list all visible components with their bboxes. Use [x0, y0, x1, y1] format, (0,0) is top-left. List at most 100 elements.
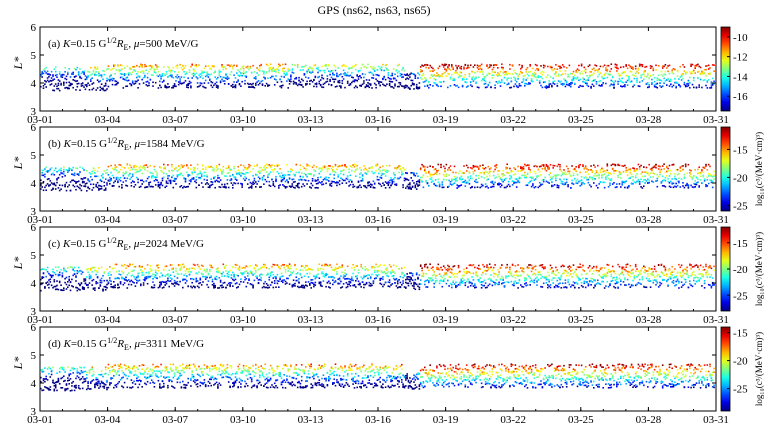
- data-point: [383, 184, 385, 186]
- data-point: [317, 72, 319, 74]
- data-point: [481, 64, 483, 66]
- data-point: [200, 171, 202, 173]
- data-point: [642, 74, 644, 76]
- data-point: [529, 169, 531, 171]
- data-point: [602, 169, 604, 171]
- data-point: [578, 166, 580, 168]
- data-point: [492, 69, 494, 71]
- data-point: [446, 175, 448, 177]
- data-point: [402, 173, 404, 175]
- data-point: [454, 176, 456, 178]
- data-point: [97, 182, 99, 184]
- data-point: [648, 77, 650, 79]
- data-point: [432, 180, 434, 182]
- data-point: [270, 275, 272, 277]
- data-point: [55, 188, 57, 190]
- data-point: [389, 78, 391, 80]
- data-point: [529, 65, 531, 67]
- data-point: [72, 286, 74, 288]
- data-point: [85, 84, 87, 86]
- data-point: [693, 80, 695, 82]
- data-point: [152, 278, 154, 280]
- data-point: [519, 83, 521, 85]
- data-point: [573, 183, 575, 185]
- data-point: [657, 178, 659, 180]
- data-point: [374, 70, 376, 72]
- data-point: [667, 181, 669, 183]
- data-point: [392, 183, 394, 185]
- data-point: [362, 64, 364, 66]
- data-point: [416, 84, 418, 86]
- data-point: [336, 185, 338, 187]
- data-point: [273, 171, 275, 173]
- data-point: [320, 79, 322, 81]
- data-point: [517, 87, 519, 89]
- data-point: [64, 67, 66, 69]
- data-point: [669, 165, 671, 167]
- data-point: [538, 75, 540, 77]
- data-point: [91, 171, 93, 173]
- data-point: [478, 77, 480, 79]
- data-point: [624, 182, 626, 184]
- data-point: [596, 83, 598, 85]
- data-point: [41, 76, 43, 78]
- data-point: [388, 74, 390, 76]
- data-point: [190, 85, 192, 87]
- data-point: [197, 174, 199, 176]
- data-point: [259, 70, 261, 72]
- data-point: [300, 169, 302, 171]
- data-point: [182, 287, 184, 289]
- data-point: [281, 81, 283, 83]
- data-point: [316, 187, 318, 189]
- data-point: [448, 174, 450, 176]
- data-point: [190, 181, 192, 183]
- data-point: [275, 286, 277, 288]
- data-point: [327, 75, 329, 77]
- data-point: [189, 183, 191, 185]
- data-point: [72, 167, 74, 169]
- data-point: [156, 68, 158, 70]
- data-point: [485, 83, 487, 85]
- data-point: [121, 271, 123, 273]
- data-point: [446, 173, 448, 175]
- data-point: [186, 280, 188, 282]
- data-point: [463, 79, 465, 81]
- data-point: [688, 187, 690, 189]
- data-point: [158, 267, 160, 269]
- data-point: [239, 75, 241, 77]
- data-point: [590, 165, 592, 167]
- data-point: [546, 165, 548, 167]
- data-point: [182, 65, 184, 67]
- data-point: [312, 185, 314, 187]
- data-point: [581, 64, 583, 66]
- data-point: [506, 74, 508, 76]
- data-point: [389, 165, 391, 167]
- data-point: [470, 167, 472, 169]
- data-point: [117, 66, 119, 68]
- data-point: [200, 282, 202, 284]
- data-point: [243, 169, 245, 171]
- data-point: [292, 272, 294, 274]
- data-point: [678, 173, 680, 175]
- data-point: [346, 66, 348, 68]
- data-point: [623, 72, 625, 74]
- data-point: [256, 81, 258, 83]
- data-point: [127, 80, 129, 82]
- data-point: [315, 77, 317, 79]
- data-point: [310, 68, 312, 70]
- data-point: [296, 185, 298, 187]
- data-point: [44, 176, 46, 178]
- data-point: [344, 74, 346, 76]
- data-point: [101, 267, 103, 269]
- data-point: [701, 87, 703, 89]
- data-point: [87, 76, 89, 78]
- data-point: [136, 282, 138, 284]
- data-point: [290, 271, 292, 273]
- data-point: [582, 164, 584, 166]
- data-point: [550, 179, 552, 181]
- data-point: [163, 287, 165, 289]
- data-point: [136, 166, 138, 168]
- data-point: [285, 187, 287, 189]
- data-point: [452, 67, 454, 69]
